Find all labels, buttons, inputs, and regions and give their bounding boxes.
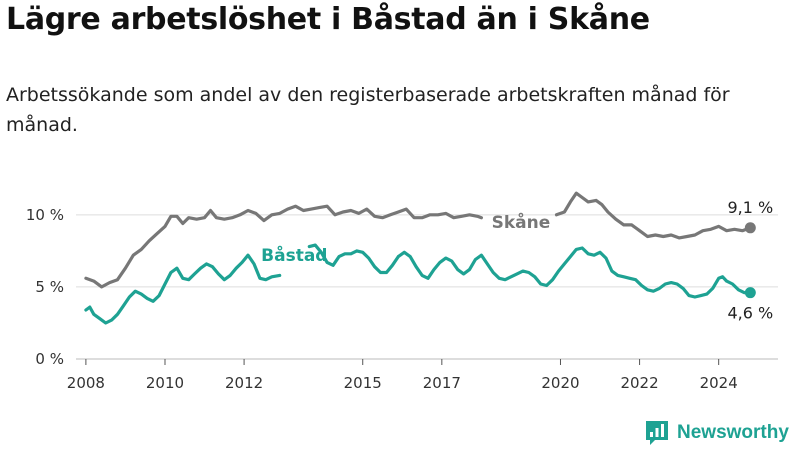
series-labels: Skåne Båstad 9,1 % 4,6 % [261,198,773,323]
chart-subtitle: Arbetssökande som andel av den registerb… [6,84,730,136]
series-label-skane: Skåne [492,211,551,233]
y-tick-label: 10 % [26,206,64,224]
end-point-skåne [744,222,756,234]
end-label-skane: 9,1 % [727,198,773,217]
series-lines [84,191,756,325]
series-line-båstad [307,243,752,299]
x-tick-label: 2015 [344,374,382,392]
series-line-båstad [84,253,282,325]
brand-name: Newsworthy [677,422,789,443]
x-tick-label: 2008 [67,374,105,392]
series-line-skåne [554,191,752,240]
x-tick-label: 2022 [620,374,658,392]
x-tick-label: 2010 [146,374,184,392]
x-tick-label: 2020 [541,374,579,392]
end-label-bastad: 4,6 % [727,304,773,323]
y-tick-label: 0 % [35,350,64,368]
y-axis: 0 % 5 % 10 % [26,206,64,368]
x-tick-label: 2017 [423,374,461,392]
series-label-bastad: Båstad [261,244,327,266]
y-tick-label: 5 % [35,278,64,296]
x-tick-label: 2024 [700,374,738,392]
newsworthy-logo: Newsworthy [645,420,789,446]
x-axis: 2008 2010 2012 2015 2017 2020 2022 2024 [67,359,738,392]
series-line-skåne [84,204,483,289]
end-point-båstad [744,287,756,299]
x-tick-label: 2012 [225,374,263,392]
bar-chart-icon [646,421,668,445]
chart-title: Lägre arbetslöshet i Båstad än i Skåne [6,2,650,37]
